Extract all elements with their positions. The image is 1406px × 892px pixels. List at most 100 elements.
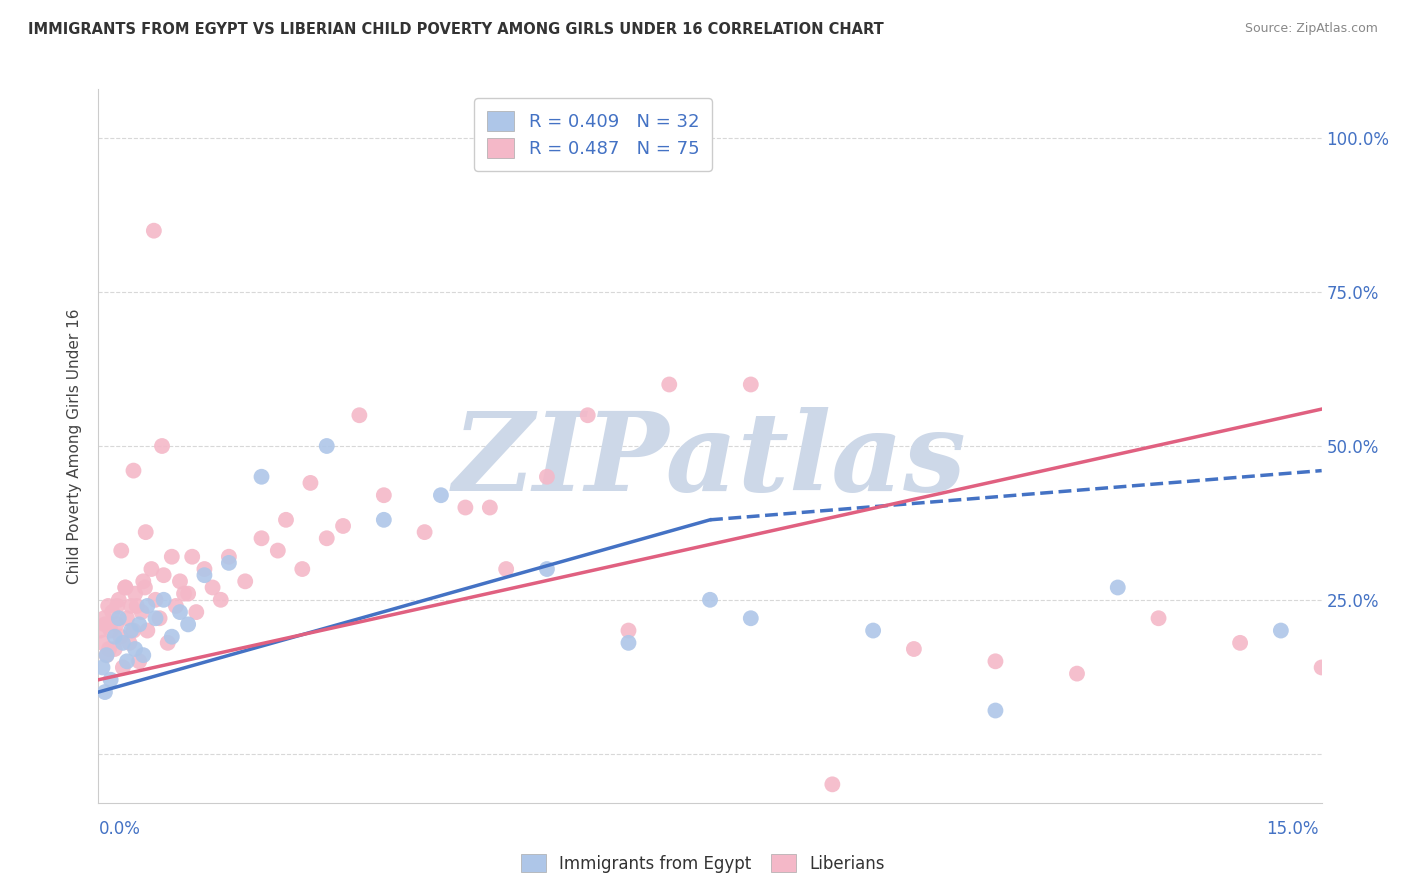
Point [332,519,354,533]
Point [160,630,183,644]
Point [1107,581,1129,595]
Point [495,562,517,576]
Point [131,605,153,619]
Point [96,648,118,662]
Point [315,439,337,453]
Point [250,469,273,483]
Point [193,562,215,576]
Point [145,592,167,607]
Point [430,488,453,502]
Point [145,611,167,625]
Point [903,642,925,657]
Text: Source: ZipAtlas.com: Source: ZipAtlas.com [1244,22,1378,36]
Point [740,611,762,625]
Point [136,599,159,613]
Point [218,556,240,570]
Point [1270,624,1292,638]
Point [821,777,844,791]
Point [984,704,1007,718]
Point [373,513,395,527]
Text: 0.0%: 0.0% [98,820,141,838]
Point [1310,660,1333,674]
Legend: Immigrants from Egypt, Liberians: Immigrants from Egypt, Liberians [515,847,891,880]
Point [454,500,477,515]
Point [111,636,134,650]
Point [111,660,134,674]
Y-axis label: Child Poverty Among Girls Under 16: Child Poverty Among Girls Under 16 [67,309,83,583]
Point [274,513,297,527]
Point [122,624,145,638]
Point [349,409,371,423]
Point [984,654,1007,668]
Point [108,611,131,625]
Point [740,377,762,392]
Point [233,574,256,589]
Point [1066,666,1088,681]
Point [118,636,141,650]
Point [122,464,145,478]
Point [134,581,156,595]
Point [105,617,128,632]
Point [152,568,174,582]
Point [120,599,142,613]
Point [108,592,131,607]
Point [1229,636,1251,650]
Point [373,488,395,502]
Point [125,599,148,613]
Point [97,599,120,613]
Point [94,685,117,699]
Point [136,624,159,638]
Point [291,562,314,576]
Point [209,592,232,607]
Point [699,592,721,607]
Point [169,605,191,619]
Point [413,525,436,540]
Point [100,673,122,687]
Point [658,377,681,392]
Legend: R = 0.409   N = 32, R = 0.487   N = 75: R = 0.409 N = 32, R = 0.487 N = 75 [474,98,711,170]
Point [181,549,204,564]
Point [267,543,290,558]
Point [96,648,118,662]
Point [91,636,114,650]
Point [201,581,224,595]
Point [478,500,501,515]
Point [165,599,187,613]
Point [299,475,322,490]
Point [89,624,111,638]
Point [94,617,117,632]
Point [149,611,172,625]
Point [141,562,163,576]
Point [150,439,173,453]
Point [110,543,132,558]
Point [177,617,200,632]
Point [177,587,200,601]
Point [104,630,127,644]
Point [124,587,146,601]
Text: IMMIGRANTS FROM EGYPT VS LIBERIAN CHILD POVERTY AMONG GIRLS UNDER 16 CORRELATION: IMMIGRANTS FROM EGYPT VS LIBERIAN CHILD … [28,22,884,37]
Point [193,568,215,582]
Text: ZIPatlas: ZIPatlas [453,407,967,514]
Point [617,624,640,638]
Point [160,549,183,564]
Point [250,531,273,545]
Point [98,642,121,657]
Point [91,660,114,674]
Point [617,636,640,650]
Point [862,624,884,638]
Point [101,605,124,619]
Point [114,581,136,595]
Point [218,549,240,564]
Point [173,587,195,601]
Point [93,611,115,625]
Point [115,654,138,668]
Point [114,581,136,595]
Point [1147,611,1170,625]
Point [536,469,558,483]
Point [156,636,179,650]
Point [169,574,191,589]
Point [135,525,157,540]
Point [128,617,150,632]
Point [115,611,138,625]
Point [128,654,150,668]
